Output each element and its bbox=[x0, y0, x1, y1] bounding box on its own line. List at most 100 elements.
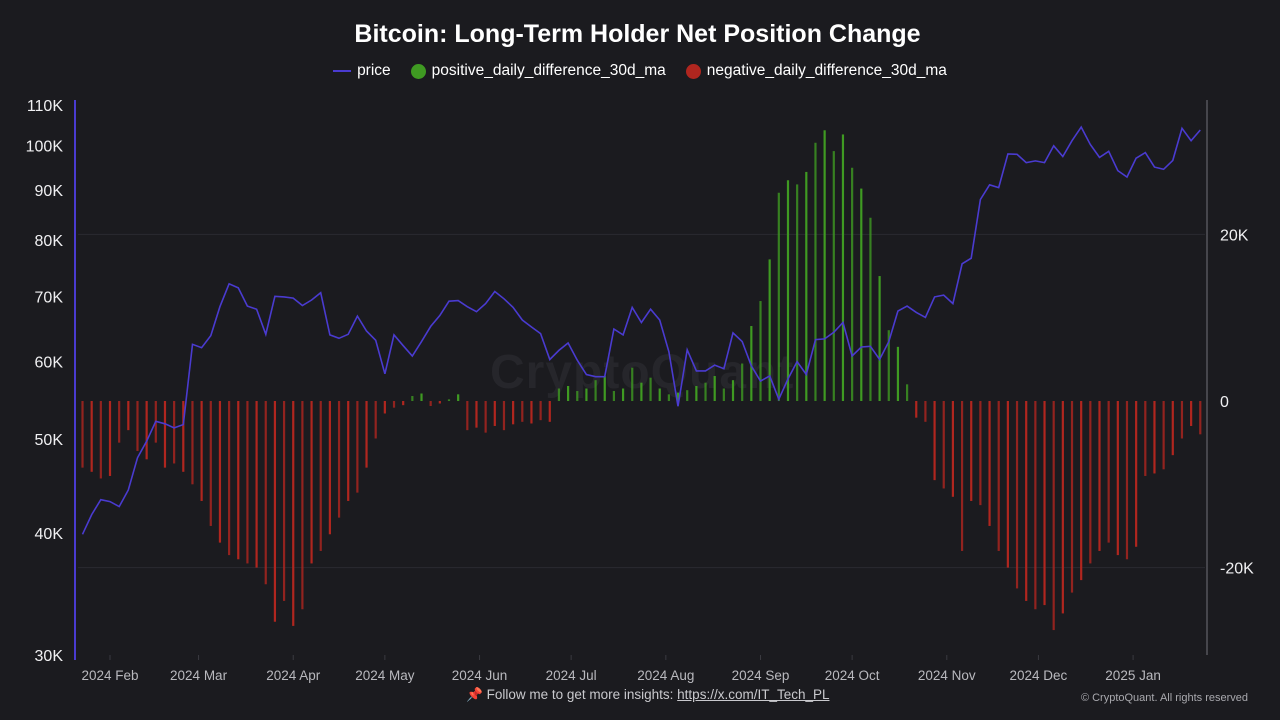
left-tick-label: 110K bbox=[27, 98, 64, 115]
positive-bar bbox=[594, 380, 597, 401]
negative-bar bbox=[1116, 401, 1119, 556]
negative-bar bbox=[1052, 401, 1055, 631]
negative-bar bbox=[1162, 401, 1165, 470]
negative-bar bbox=[1061, 401, 1064, 614]
positive-bar bbox=[896, 346, 900, 401]
positive-bar bbox=[905, 384, 909, 401]
negative-bar bbox=[383, 401, 386, 414]
negative-bar bbox=[209, 401, 212, 526]
negative-bar bbox=[429, 401, 432, 406]
x-tick-label: 2024 Aug bbox=[637, 668, 694, 683]
positive-bar bbox=[585, 388, 588, 401]
negative-bar bbox=[988, 401, 991, 526]
negative-bar bbox=[145, 401, 148, 460]
right-tick-label: 20K bbox=[1220, 227, 1249, 244]
negative-bar bbox=[292, 401, 295, 626]
negative-bar bbox=[264, 401, 267, 585]
x-tick-label: 2024 Jul bbox=[546, 668, 597, 683]
positive-bar bbox=[851, 167, 854, 401]
negative-bar bbox=[502, 401, 506, 431]
left-tick-label: 60K bbox=[35, 355, 64, 372]
positive-bar bbox=[768, 259, 771, 401]
x-tick-label: 2024 Dec bbox=[1010, 668, 1068, 683]
negative-bar bbox=[1144, 401, 1147, 476]
x-tick-label: 2024 Feb bbox=[81, 668, 138, 683]
negative-bar bbox=[484, 401, 487, 433]
negative-bar bbox=[337, 401, 341, 518]
legend-item-positive[interactable]: positive_daily_difference_30d_ma bbox=[410, 62, 666, 80]
pushpin-icon: 📌 bbox=[466, 687, 483, 702]
legend-item-price[interactable]: price bbox=[333, 62, 391, 80]
negative-bar bbox=[1171, 401, 1174, 456]
negative-bar bbox=[1070, 401, 1074, 593]
negative-bar bbox=[1089, 401, 1092, 564]
positive-bar bbox=[759, 301, 762, 401]
positive-bar bbox=[704, 382, 707, 401]
negative-bar bbox=[191, 401, 194, 485]
left-tick-label: 70K bbox=[35, 289, 64, 306]
negative-bar bbox=[136, 401, 139, 451]
negative-bar bbox=[127, 401, 130, 431]
green-dot-icon bbox=[410, 63, 426, 79]
legend-label: negative_daily_difference_30d_ma bbox=[706, 62, 947, 79]
negative-bar bbox=[1190, 401, 1193, 426]
negative-bar bbox=[246, 401, 249, 564]
footer-link[interactable]: https://x.com/IT_Tech_PL bbox=[677, 687, 830, 702]
legend-item-negative[interactable]: negative_daily_difference_30d_ma bbox=[685, 62, 947, 80]
negative-bar bbox=[979, 401, 982, 506]
positive-bar bbox=[420, 393, 423, 401]
positive-bar bbox=[731, 380, 735, 401]
negative-bar bbox=[1034, 401, 1037, 610]
chart-title: Bitcoin: Long-Term Holder Net Position C… bbox=[354, 20, 921, 48]
negative-bar bbox=[365, 401, 368, 468]
negative-bar bbox=[237, 401, 240, 560]
positive-bar bbox=[860, 188, 863, 401]
left-tick-label: 50K bbox=[35, 432, 64, 449]
negative-bar bbox=[392, 401, 396, 408]
price-line bbox=[81, 125, 1201, 535]
positive-bar bbox=[869, 217, 872, 401]
copyright: © CryptoQuant. All rights reserved bbox=[1080, 692, 1248, 704]
positive-bar bbox=[576, 391, 579, 401]
positive-bar bbox=[777, 192, 780, 401]
negative-bar bbox=[200, 401, 203, 501]
negative-bar bbox=[1015, 401, 1019, 589]
positive-bar bbox=[887, 330, 890, 401]
positive-bar bbox=[796, 184, 799, 401]
negative-bar bbox=[942, 401, 945, 489]
negative-bar bbox=[310, 401, 313, 564]
x-tick-label: 2024 Nov bbox=[918, 668, 976, 683]
negative-bar bbox=[356, 401, 359, 493]
positive-bar bbox=[411, 396, 414, 401]
negative-bar bbox=[933, 401, 936, 481]
positive-bar bbox=[603, 376, 606, 401]
x-tick-label: 2025 Jan bbox=[1105, 668, 1161, 683]
negative-bar bbox=[548, 401, 551, 422]
positive-bar bbox=[841, 134, 845, 401]
negative-bar bbox=[1006, 401, 1009, 568]
positive-bar bbox=[832, 151, 835, 401]
negative-bar bbox=[1080, 401, 1083, 581]
positive-bar bbox=[631, 367, 634, 401]
negative-bar bbox=[530, 401, 533, 424]
legend: price positive_daily_difference_30d_ma n… bbox=[0, 62, 1280, 80]
negative-bar bbox=[1180, 401, 1184, 439]
negative-bar bbox=[255, 401, 258, 568]
x-tick-label: 2024 Mar bbox=[170, 668, 228, 683]
positive-bar bbox=[695, 386, 698, 401]
negative-bar bbox=[951, 401, 955, 497]
legend-label: price bbox=[357, 62, 391, 79]
positive-bar bbox=[676, 392, 680, 401]
negative-bar bbox=[319, 401, 322, 551]
line-swatch-icon bbox=[333, 70, 352, 72]
positive-bar bbox=[557, 388, 561, 401]
left-tick-label: 80K bbox=[35, 233, 64, 250]
right-tick-label: -20K bbox=[1220, 561, 1254, 578]
negative-bar bbox=[273, 401, 277, 622]
negative-bar bbox=[960, 401, 964, 551]
legend-label: positive_daily_difference_30d_ma bbox=[431, 62, 666, 79]
negative-bar bbox=[301, 401, 304, 610]
positive-bar bbox=[741, 363, 744, 401]
red-dot-icon bbox=[685, 63, 701, 79]
